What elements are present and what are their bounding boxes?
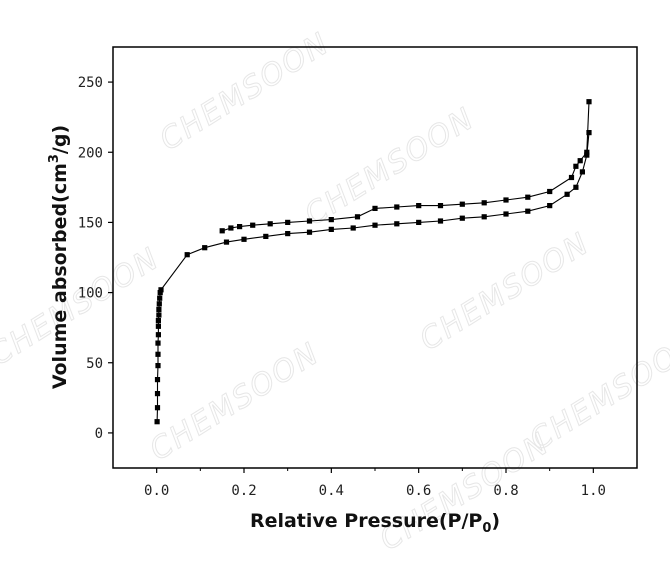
series-1-point: [154, 377, 161, 383]
series-1-point: [547, 203, 553, 209]
series-1-point: [481, 214, 487, 220]
series-2-point: [219, 228, 225, 234]
x-axis-title: Relative Pressure(P/P0): [250, 510, 500, 536]
series-1-point: [306, 229, 313, 235]
series-1-point: [157, 290, 163, 296]
series-1-point: [350, 225, 356, 231]
series-1-point: [184, 252, 190, 258]
series-layer: [154, 99, 592, 425]
series-1-point: [328, 226, 334, 232]
y-tick-label: 250: [78, 75, 103, 91]
series-2-point: [459, 201, 465, 207]
series-2-point: [372, 205, 378, 211]
series-1-point: [372, 222, 378, 228]
series-1-point: [285, 231, 291, 237]
y-axis-title: Volume absorbed(cm3/g): [47, 125, 71, 389]
series-1-point: [155, 332, 161, 338]
series-2-point: [577, 158, 583, 164]
series-1-point: [154, 405, 161, 411]
x-tick-label: 0.8: [493, 483, 518, 499]
series-1-point: [263, 233, 269, 239]
y-tick-label: 0: [95, 426, 103, 442]
series-2-point: [394, 204, 400, 210]
x-tick-label: 0.4: [319, 483, 344, 499]
series-1-point: [157, 295, 163, 301]
series-1-point: [416, 219, 422, 225]
series-1-point: [459, 215, 465, 221]
series-2-point: [503, 197, 509, 203]
watermark-text: CHEMSOON: [414, 226, 596, 358]
series-2-point: [584, 149, 590, 155]
y-axis-title-main: Volume absorbed(cm: [49, 163, 71, 389]
x-axis-title-main: Relative Pressure(P/P: [250, 510, 482, 532]
series-2-point: [328, 217, 334, 223]
series-1-point: [525, 208, 531, 214]
watermark-text: CHEMSOON: [524, 326, 670, 458]
series-1-point: [586, 130, 592, 136]
series-2-point: [237, 224, 243, 230]
series-1-point: [155, 323, 161, 329]
x-tick-label: 0.0: [144, 483, 169, 499]
series-1-point: [579, 169, 585, 175]
series-1-point: [584, 152, 590, 158]
y-tick-label: 200: [78, 145, 103, 161]
x-tick-label: 1.0: [581, 483, 606, 499]
series-2-point: [525, 194, 531, 200]
series-1-point: [154, 391, 161, 397]
series-1-point: [155, 363, 161, 369]
x-axis-title-subscript: 0: [482, 521, 491, 536]
x-axis: 0.0 0.2 0.4 0.6 0.8 1.0: [144, 468, 606, 499]
series-1-point: [573, 184, 579, 190]
series-2-point: [416, 203, 422, 209]
series-1-point: [503, 211, 509, 217]
series-1-point: [155, 340, 161, 346]
x-axis-title-tail: ): [491, 510, 500, 532]
series-1-point: [154, 419, 160, 425]
y-axis-title-tail: /g): [49, 125, 71, 154]
series-1-point: [241, 236, 247, 242]
series-2-point: [481, 200, 487, 206]
series-2-point: [586, 99, 592, 105]
watermark-text: CHEMSOON: [299, 101, 481, 233]
y-axis: 0 50 100 150 200 250: [78, 75, 113, 442]
series-2-point: [267, 221, 273, 227]
x-tick-label: 0.6: [406, 483, 431, 499]
series-2-point: [354, 214, 361, 220]
series-1-point: [155, 318, 161, 324]
y-axis-title-superscript: 3: [47, 154, 62, 163]
y-tick-label: 50: [86, 356, 103, 372]
series-1-point: [158, 287, 164, 293]
y-tick-label: 150: [78, 215, 103, 231]
series-2-point: [547, 188, 553, 195]
series-2-point: [573, 163, 579, 169]
series-2-point: [285, 219, 291, 225]
series-1-point: [155, 351, 161, 357]
series-2-point: [568, 174, 575, 181]
series-1-point: [437, 218, 444, 224]
watermark-text: CHEMSOON: [154, 26, 336, 158]
series-1-point: [156, 306, 162, 312]
series-2-point: [306, 218, 313, 224]
watermark-text: CHEMSOON: [374, 426, 556, 558]
watermark-text: CHEMSOON: [0, 241, 166, 373]
series-1-point: [564, 191, 570, 197]
series-1-point: [156, 301, 162, 307]
series-2-point: [437, 203, 444, 209]
series-2-point: [228, 225, 234, 231]
y-tick-label: 100: [78, 286, 103, 302]
series-1-point: [202, 245, 208, 251]
series-1-point: [394, 221, 400, 227]
series-2-point: [250, 222, 256, 228]
x-tick-label: 0.2: [231, 483, 256, 499]
watermark-text: CHEMSOON: [144, 336, 326, 468]
series-1-point: [223, 239, 230, 245]
series-1-point: [156, 312, 162, 318]
